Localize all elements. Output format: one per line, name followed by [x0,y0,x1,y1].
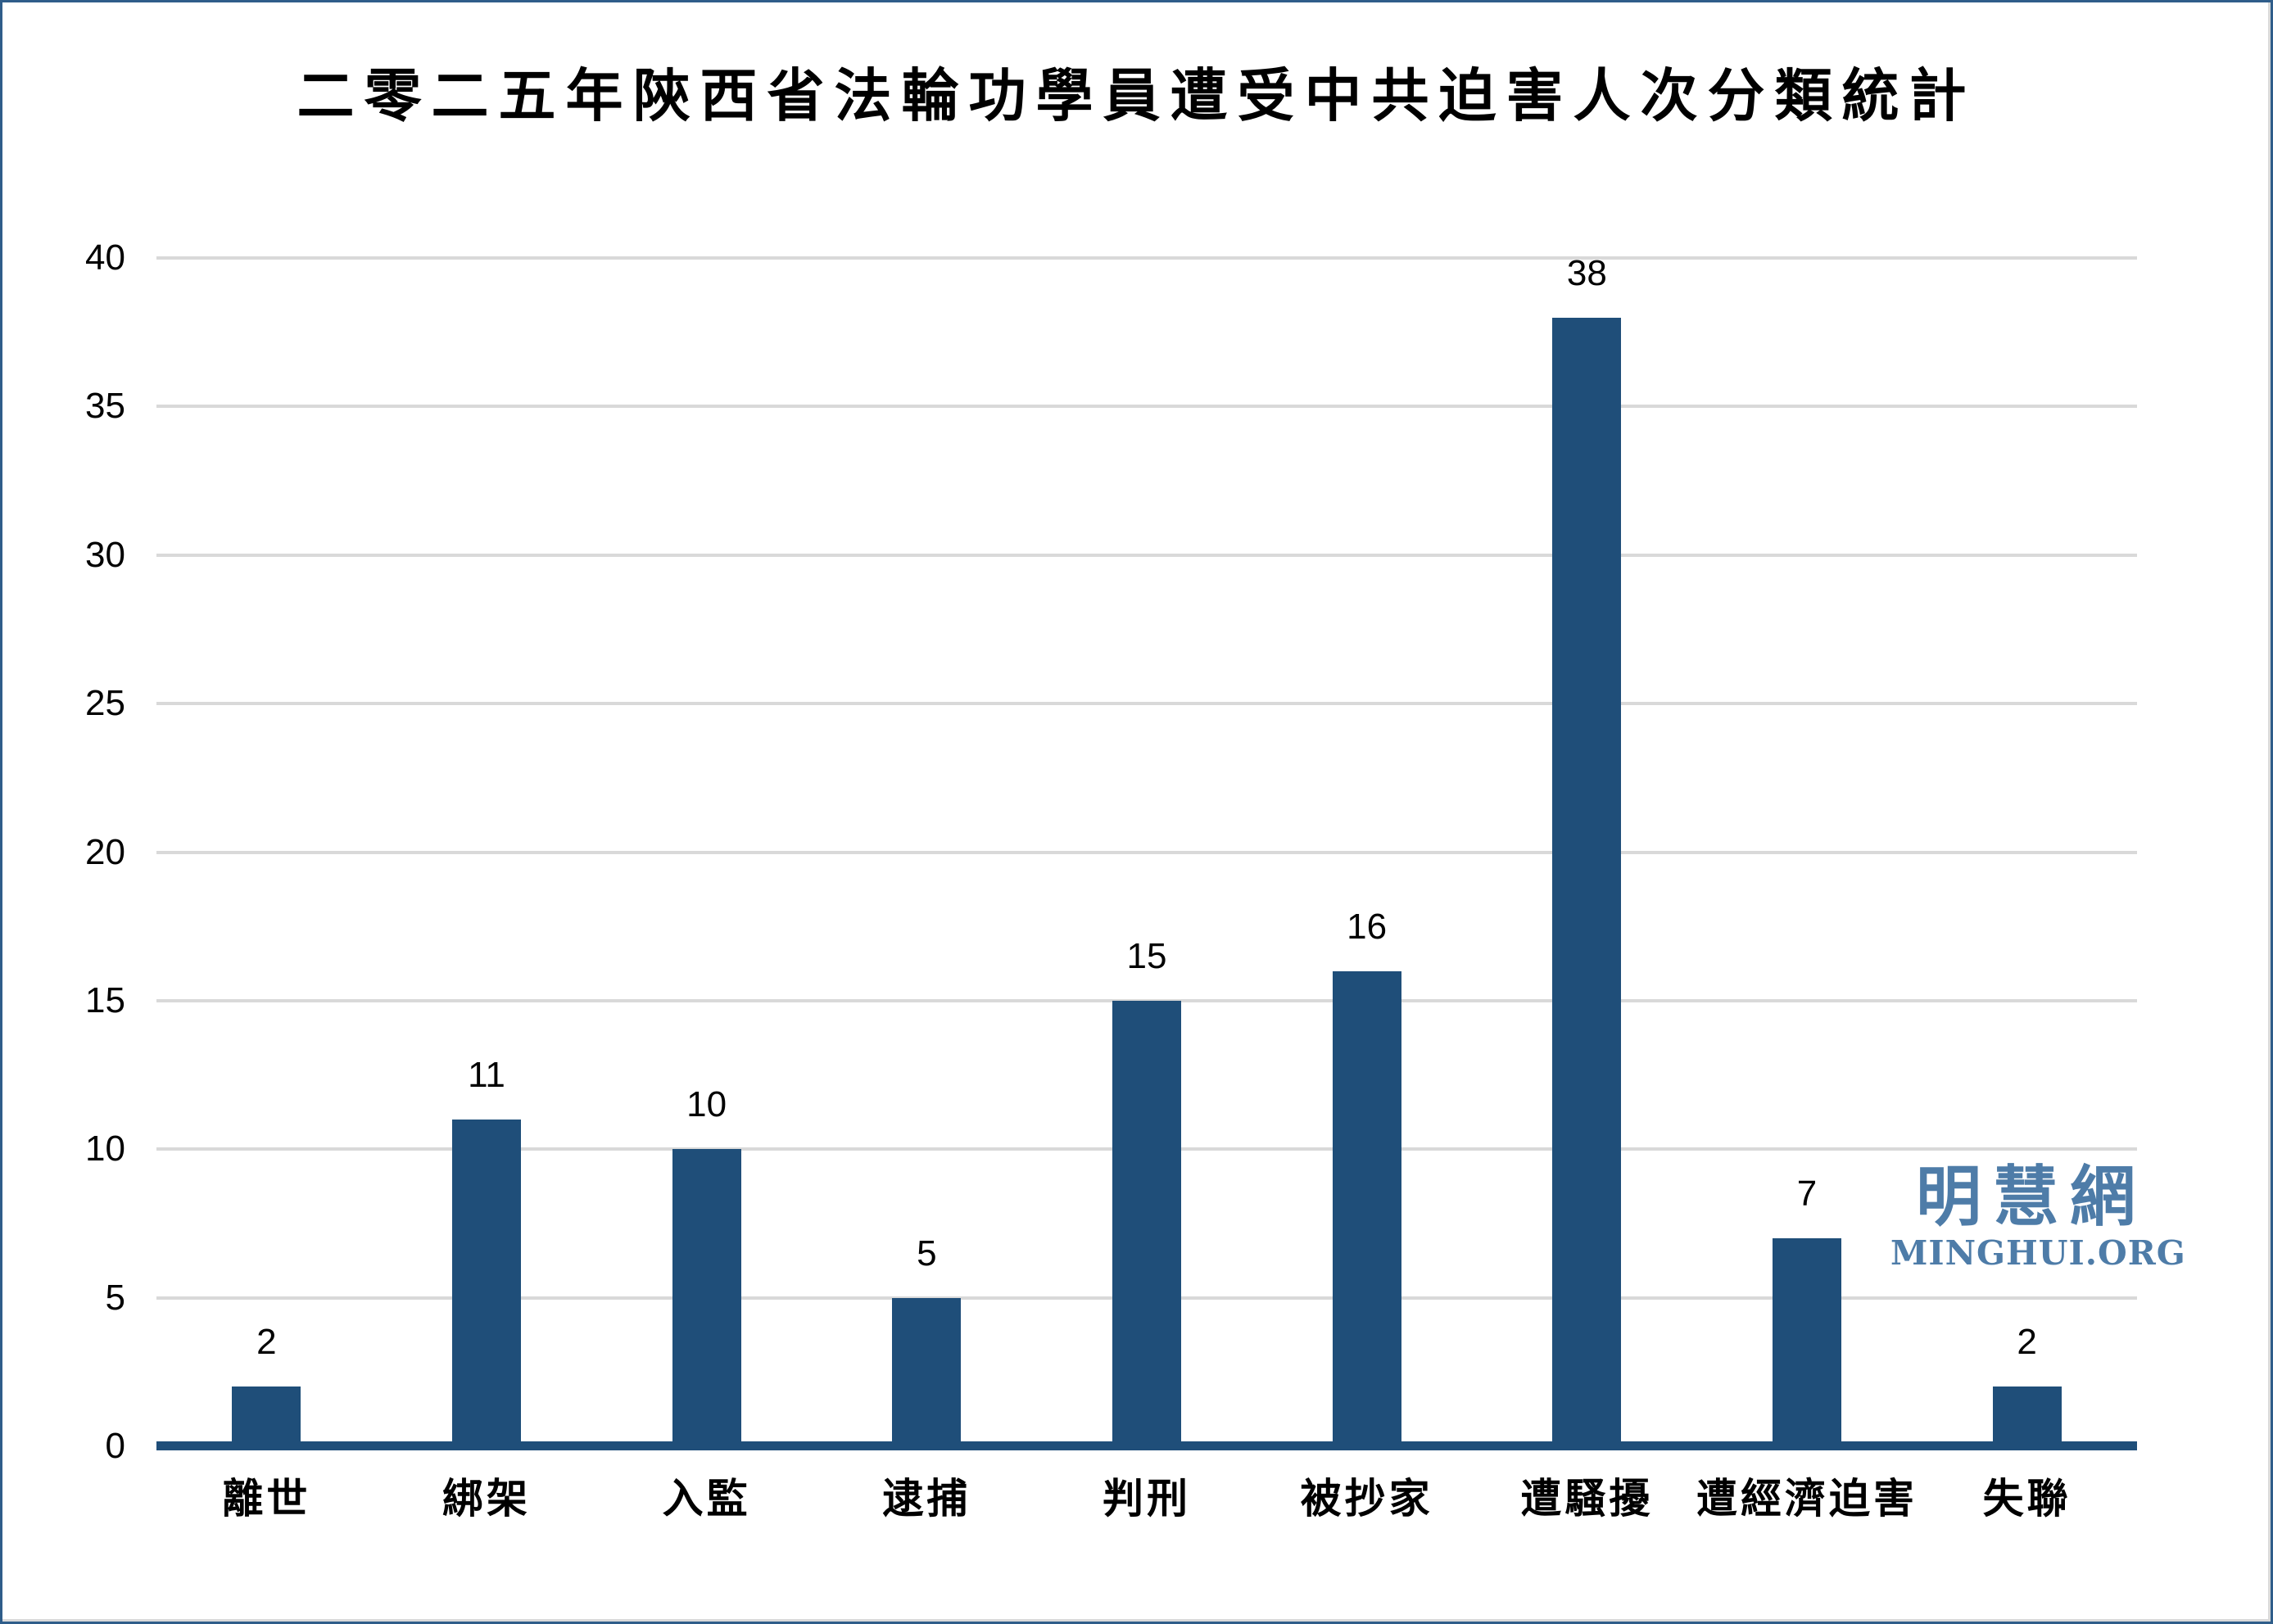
gridline [156,405,2137,409]
x-category-label: 入監 [662,1474,751,1522]
watermark-domain-text: MINGHUI.ORG [1890,1233,2186,1273]
y-tick-label: 35 [85,386,125,427]
x-category-label: 判刑 [1103,1474,1191,1522]
y-tick-label: 40 [85,237,125,278]
watermark-chinese-logo: 明慧網 [1916,1158,2147,1235]
bar [232,1387,301,1446]
gridline [156,850,2137,854]
x-category-label: 被抄家 [1300,1474,1433,1522]
x-axis-line [156,1441,2137,1450]
x-category-label: 遭騷擾 [1520,1474,1654,1522]
bar [1332,970,1401,1446]
bar [1552,317,1622,1446]
bar-value-label: 2 [256,1322,277,1363]
bar [1992,1387,2062,1446]
chart-title: 二零二五年陝西省法輪功學員遭受中共迫害人次分類統計 [297,61,1976,129]
bar-value-label: 5 [917,1233,937,1273]
y-tick-label: 0 [105,1426,125,1466]
bar-value-label: 2 [2017,1322,2037,1363]
gridline [156,256,2137,260]
bar [1112,1000,1181,1446]
bar [1773,1238,1841,1446]
bar-value-label: 11 [468,1054,505,1095]
gridline [156,553,2137,557]
x-category-label: 離世 [222,1474,311,1522]
x-category-label: 逮捕 [882,1474,971,1522]
bar-value-label: 10 [686,1084,727,1125]
y-tick-label: 20 [85,831,125,872]
bar-value-label: 16 [1347,906,1388,947]
y-tick-label: 15 [85,979,125,1020]
x-category-label: 遭經濟迫害 [1696,1474,1918,1522]
bar [452,1119,521,1446]
bar-value-label: 38 [1566,252,1607,293]
gridline [156,702,2137,706]
x-category-label: 失聯 [1982,1474,2072,1522]
y-tick-label: 25 [85,683,125,724]
bar [892,1297,962,1446]
minghui-watermark: 明慧網 MINGHUI.ORG [1890,1159,2186,1273]
y-tick-label: 10 [85,1129,125,1169]
bar-value-label: 15 [1126,935,1167,976]
bar-value-label: 7 [1796,1174,1818,1215]
y-tick-label: 30 [85,534,125,575]
bar [672,1149,741,1446]
x-category-label: 綁架 [442,1474,531,1522]
y-tick-label: 5 [105,1277,125,1318]
